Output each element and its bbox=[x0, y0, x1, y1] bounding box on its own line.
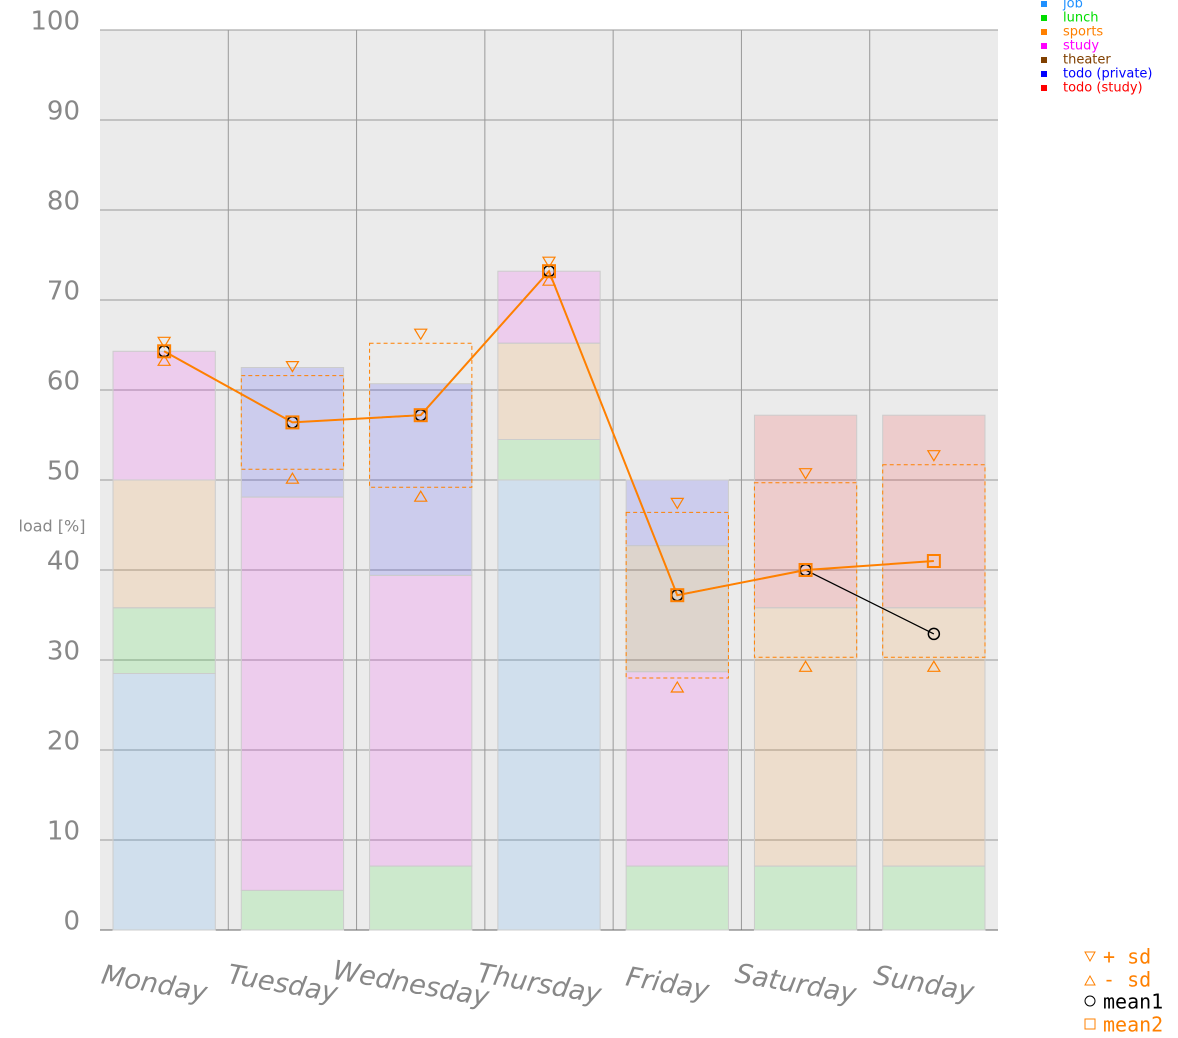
sd-box bbox=[240, 375, 345, 470]
x-tick-label: Sunday bbox=[872, 960, 978, 1008]
bar-segment bbox=[625, 671, 729, 867]
sd-minus-marker bbox=[670, 680, 685, 693]
legend-label: - sd bbox=[1103, 968, 1151, 992]
bar-segment bbox=[625, 865, 729, 931]
legend-label: job bbox=[1062, 0, 1083, 12]
bar-segment bbox=[753, 865, 858, 931]
bar-segment bbox=[753, 607, 858, 867]
sd-minus-marker bbox=[157, 354, 172, 366]
bar-segment bbox=[240, 496, 345, 891]
bar-segment bbox=[753, 414, 858, 609]
sd-minus-marker bbox=[798, 660, 813, 672]
mean2-marker bbox=[798, 563, 813, 577]
bar-segment bbox=[240, 889, 345, 931]
sd-box bbox=[369, 342, 473, 488]
legend-swatch bbox=[1041, 57, 1047, 63]
mean-line bbox=[163, 269, 934, 597]
x-tick-label: Wednesday bbox=[330, 955, 492, 1013]
legend-label: lunch bbox=[1063, 11, 1098, 26]
bar-segment bbox=[882, 607, 986, 867]
bar-segment bbox=[497, 479, 601, 931]
sd-box bbox=[882, 464, 986, 658]
y-tick-label: 100 bbox=[30, 7, 80, 37]
sd-plus-marker bbox=[541, 256, 557, 269]
mean2-marker bbox=[542, 264, 556, 279]
sd-minus-marker bbox=[926, 660, 941, 672]
legend-swatch bbox=[1041, 71, 1047, 77]
bar-segment bbox=[112, 673, 216, 931]
x-tick-label: Saturday bbox=[733, 958, 860, 1010]
sd-minus-marker bbox=[413, 490, 428, 502]
bar-segment bbox=[240, 367, 345, 498]
legend-label: sports bbox=[1063, 25, 1103, 40]
legend-swatch bbox=[1041, 43, 1047, 49]
bar-segment bbox=[369, 865, 473, 931]
legend-label: theater bbox=[1063, 53, 1111, 68]
legend-swatch bbox=[1041, 15, 1047, 21]
bar-segment bbox=[882, 414, 986, 609]
y-tick-label: 10 bbox=[47, 817, 80, 847]
bar-segment bbox=[497, 270, 601, 344]
sd-plus-marker bbox=[413, 328, 428, 341]
mean2-marker bbox=[413, 408, 428, 423]
bar-segment bbox=[882, 865, 986, 931]
y-tick-label: 0 bbox=[63, 907, 80, 937]
sd-box bbox=[753, 482, 858, 658]
y-tick-label: 30 bbox=[47, 637, 80, 667]
mean1-marker bbox=[927, 627, 941, 641]
legend-label: + sd bbox=[1103, 945, 1151, 969]
legend-swatch bbox=[1041, 29, 1047, 35]
bar-segment bbox=[112, 350, 216, 481]
sd-plus-marker bbox=[670, 497, 685, 510]
y-tick-label: 80 bbox=[47, 187, 80, 217]
sd-plus-marker bbox=[798, 468, 813, 480]
x-tick-label: Thursday bbox=[475, 958, 605, 1011]
mean2-marker bbox=[670, 588, 685, 603]
sd-plus-marker bbox=[157, 336, 172, 349]
y-tick-label: 60 bbox=[47, 367, 80, 397]
mean2-marker bbox=[285, 415, 300, 430]
legend-label: todo (study) bbox=[1063, 81, 1143, 96]
legend-swatch bbox=[1041, 1, 1047, 7]
y-axis-label: load [%] bbox=[19, 517, 86, 536]
legend-label: todo (private) bbox=[1063, 67, 1153, 82]
sd-plus-marker bbox=[926, 450, 941, 462]
y-tick-label: 40 bbox=[47, 547, 80, 577]
bar-segment bbox=[497, 342, 601, 441]
x-tick-label: Friday bbox=[624, 961, 713, 1006]
x-tick-label: Tuesday bbox=[225, 959, 341, 1009]
bar-segment bbox=[112, 479, 216, 609]
legend-sd-minus bbox=[1084, 974, 1096, 986]
legend-sd-plus bbox=[1084, 951, 1096, 963]
bar-segment bbox=[497, 439, 601, 481]
bar-segment bbox=[625, 545, 729, 673]
y-tick-label: 20 bbox=[47, 727, 80, 757]
legend-mean1 bbox=[1084, 995, 1096, 1007]
y-tick-label: 50 bbox=[47, 457, 80, 487]
legend-label: mean1 bbox=[1103, 990, 1163, 1014]
sd-box bbox=[625, 511, 729, 679]
legend-mean2 bbox=[1084, 1018, 1096, 1030]
mean2-marker bbox=[926, 554, 941, 568]
sd-plus-marker bbox=[285, 361, 300, 373]
bar-segment bbox=[369, 383, 473, 576]
legend-swatch bbox=[1041, 85, 1047, 91]
legend-label: study bbox=[1063, 39, 1099, 54]
sd-minus-marker bbox=[285, 472, 300, 484]
y-tick-label: 70 bbox=[47, 277, 80, 307]
legend-label: mean2 bbox=[1103, 1013, 1163, 1037]
bar-segment bbox=[112, 607, 216, 674]
x-tick-label: Monday bbox=[99, 959, 210, 1008]
mean2-marker bbox=[157, 344, 172, 359]
y-tick-label: 90 bbox=[47, 97, 80, 127]
bar-segment bbox=[369, 574, 473, 867]
